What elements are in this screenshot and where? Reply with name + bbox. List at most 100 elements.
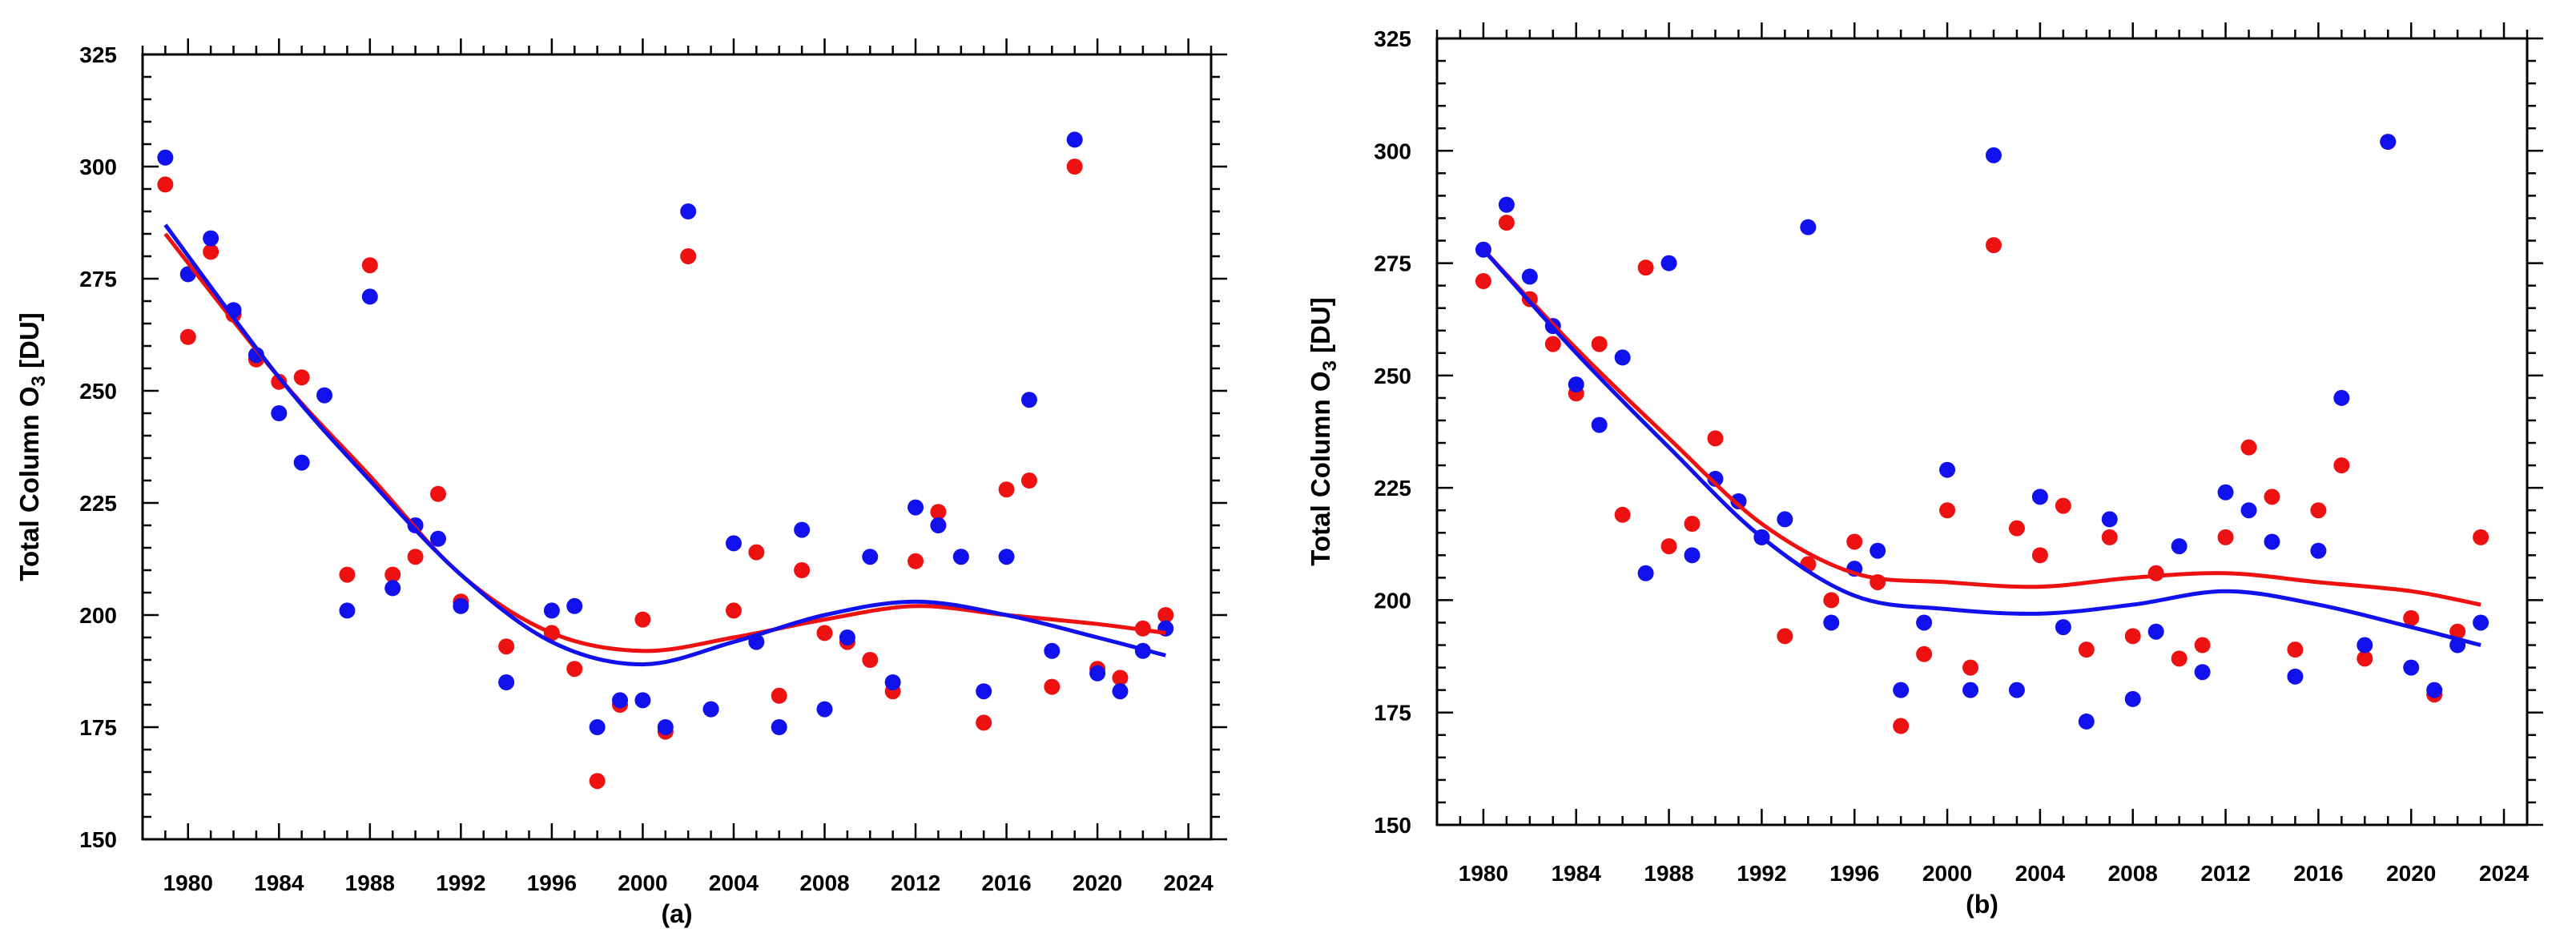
data-point-blue xyxy=(203,230,219,247)
data-point-red xyxy=(566,661,583,678)
data-point-red xyxy=(2240,439,2257,456)
panel-label: (b) xyxy=(1966,890,1998,919)
data-point-red xyxy=(1020,472,1037,489)
data-point-blue xyxy=(1684,547,1701,564)
data-point-blue xyxy=(1985,147,2002,163)
data-point-blue xyxy=(2380,134,2397,151)
panel-b: 1980 1984 1988 1992 1996 2000 2004 2008 2012 2016… xyxy=(1306,22,2543,919)
data-point-red xyxy=(1985,237,2002,254)
y-tick-label: 250 xyxy=(79,379,117,404)
data-point-red xyxy=(271,373,288,390)
data-point-red xyxy=(2171,650,2188,667)
data-point-red xyxy=(2403,609,2420,626)
data-point-red xyxy=(361,257,378,274)
data-point-blue xyxy=(2333,389,2350,406)
x-tick-label: 2008 xyxy=(2108,861,2158,886)
data-point-red xyxy=(816,625,833,641)
y-tick-label: 300 xyxy=(79,155,117,179)
data-point-blue xyxy=(157,149,174,166)
y-axis-title-subscript: 3 xyxy=(28,376,50,386)
data-point-red xyxy=(2008,520,2025,537)
data-point-red xyxy=(2217,529,2234,545)
data-point-red xyxy=(407,549,424,565)
trend-line-blue xyxy=(1482,248,2481,647)
data-point-blue xyxy=(1614,349,1631,366)
data-point-red xyxy=(725,602,742,619)
y-tick-label: 175 xyxy=(79,715,117,740)
data-point-blue xyxy=(384,580,401,597)
trend-line-red xyxy=(163,232,1166,653)
data-point-blue xyxy=(1916,614,1933,631)
data-point-blue xyxy=(2078,713,2095,730)
data-point-red xyxy=(2449,623,2466,640)
data-point-blue xyxy=(1823,614,1840,631)
data-point-blue xyxy=(1730,493,1747,509)
data-point-blue xyxy=(862,549,879,565)
data-point-blue xyxy=(680,203,697,219)
x-tick-label: 2012 xyxy=(2200,861,2250,886)
data-point-red xyxy=(1846,533,1863,550)
data-point-red xyxy=(179,328,196,345)
data-point-blue xyxy=(1939,461,1956,478)
data-point-blue xyxy=(2194,664,2211,681)
data-point-red xyxy=(1707,430,1724,447)
y-axis-title: Total Column O3 [DU] xyxy=(14,312,50,581)
data-point-red xyxy=(1823,592,1840,609)
data-point-red xyxy=(1684,516,1701,533)
data-point-blue xyxy=(1089,665,1106,682)
data-point-red xyxy=(1777,628,1793,645)
data-point-blue xyxy=(2240,502,2257,519)
data-point-red xyxy=(1637,259,1654,276)
data-point-blue xyxy=(361,288,378,305)
data-point-red xyxy=(589,773,606,790)
y-tick-label: 275 xyxy=(79,267,117,292)
x-tick-label: 2004 xyxy=(2015,861,2066,886)
x-tick-label: 1984 xyxy=(1552,861,1602,886)
data-point-blue xyxy=(2055,619,2071,636)
plot-frame xyxy=(1435,37,2529,826)
x-tick-label: 2024 xyxy=(2479,861,2530,886)
data-point-blue xyxy=(2217,484,2234,501)
data-point-blue xyxy=(930,517,947,533)
y-tick-label: 250 xyxy=(1374,364,1411,388)
data-point-red xyxy=(157,176,174,193)
data-point-blue xyxy=(657,719,674,735)
data-point-blue xyxy=(2357,637,2373,653)
y-axis-title: Total Column O3 [DU] xyxy=(1306,297,1341,565)
data-point-blue xyxy=(1521,268,1538,285)
x-tick-label: 2004 xyxy=(709,871,759,895)
x-tick-label: 1984 xyxy=(254,871,304,895)
data-point-blue xyxy=(1591,416,1608,433)
data-point-red xyxy=(1044,678,1061,695)
data-point-blue xyxy=(2124,690,2141,707)
data-point-blue xyxy=(1112,683,1129,700)
data-point-blue xyxy=(1637,565,1654,581)
data-point-red xyxy=(2473,529,2489,545)
data-point-blue xyxy=(293,454,310,471)
data-point-blue xyxy=(771,719,787,735)
data-point-red xyxy=(203,243,219,260)
y-axis-title-units: [DU] xyxy=(1306,297,1335,360)
data-point-blue xyxy=(1962,682,1979,698)
x-tick-label: 1988 xyxy=(345,871,395,895)
plot-frame xyxy=(141,53,1213,841)
data-point-blue xyxy=(1870,542,1886,559)
data-point-blue xyxy=(1568,376,1584,393)
data-point-blue xyxy=(566,597,583,614)
panel-a: 1980 1984 1988 1992 1996 2000 2004 2008 2012 2016… xyxy=(14,38,1227,928)
y-tick-label: 150 xyxy=(1374,813,1411,838)
data-point-red xyxy=(2101,529,2118,545)
data-point-blue xyxy=(634,692,651,709)
data-point-red xyxy=(748,544,765,561)
data-point-red xyxy=(1066,159,1083,175)
data-point-blue xyxy=(816,701,833,718)
data-point-blue xyxy=(271,405,288,421)
x-tick-label: 2016 xyxy=(981,871,1031,895)
data-point-red xyxy=(2031,547,2048,564)
data-point-blue xyxy=(1893,682,1910,698)
data-point-red xyxy=(680,248,697,264)
data-point-blue xyxy=(2403,659,2420,676)
data-point-red xyxy=(2333,457,2350,474)
data-point-blue xyxy=(1066,131,1083,148)
data-point-blue xyxy=(1660,255,1677,271)
